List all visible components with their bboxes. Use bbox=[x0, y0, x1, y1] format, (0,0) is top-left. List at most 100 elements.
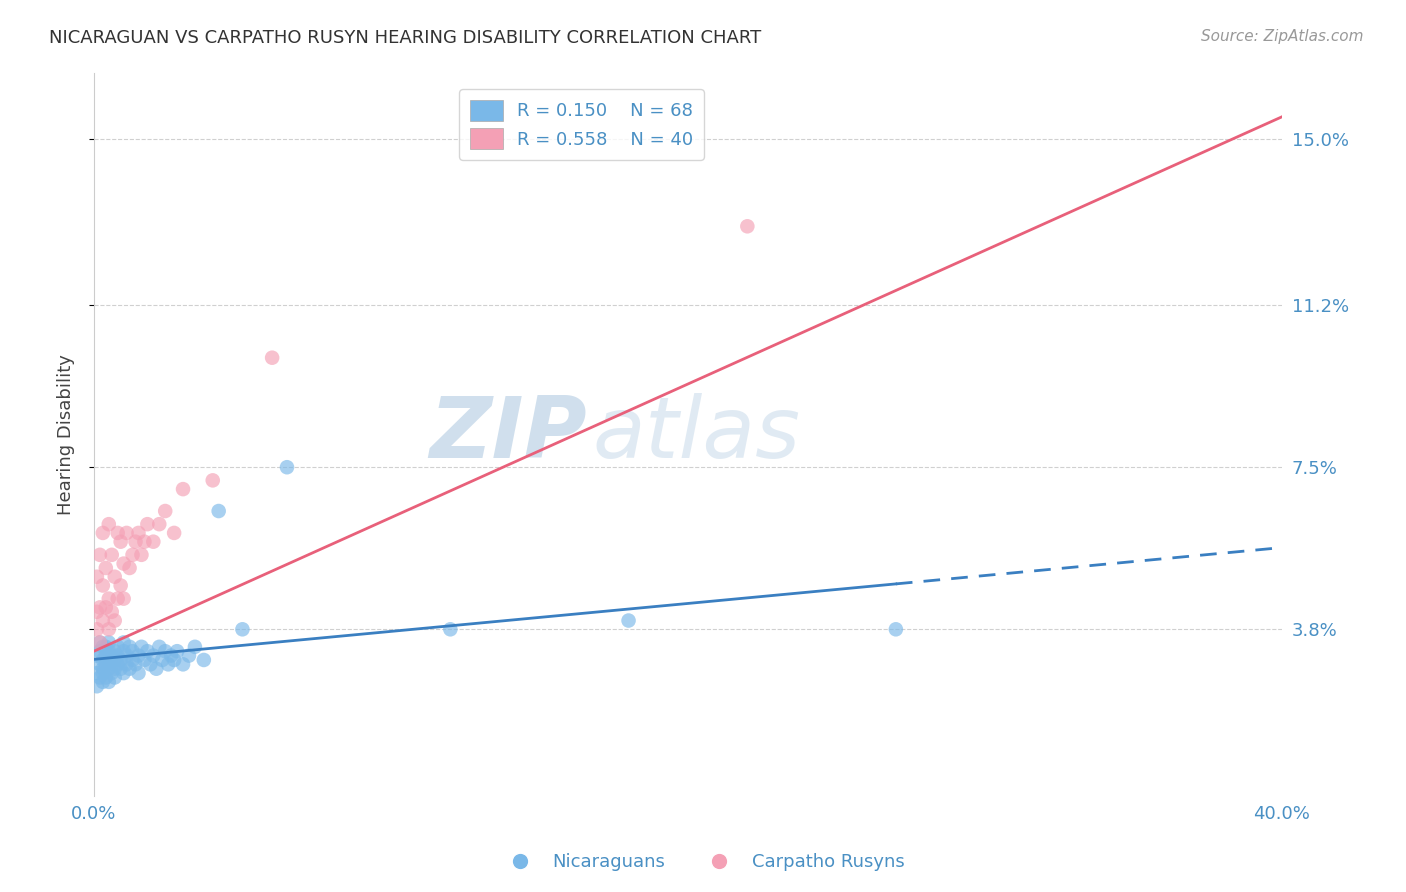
Point bbox=[97, 591, 120, 606]
Text: ZIP: ZIP bbox=[429, 392, 586, 475]
Text: NICARAGUAN VS CARPATHO RUSYN HEARING DISABILITY CORRELATION CHART: NICARAGUAN VS CARPATHO RUSYN HEARING DIS… bbox=[49, 29, 762, 46]
Point bbox=[104, 614, 127, 628]
Point bbox=[127, 525, 149, 540]
Point bbox=[148, 640, 170, 654]
Point bbox=[112, 666, 135, 681]
Point bbox=[136, 517, 159, 532]
Point bbox=[160, 648, 183, 663]
Point bbox=[104, 671, 127, 685]
Point bbox=[617, 614, 640, 628]
Point bbox=[201, 474, 224, 488]
Point bbox=[107, 591, 129, 606]
Point bbox=[145, 662, 167, 676]
Point bbox=[89, 644, 111, 658]
Legend: Nicaraguans, Carpatho Rusyns: Nicaraguans, Carpatho Rusyns bbox=[495, 847, 911, 879]
Point bbox=[115, 525, 138, 540]
Point bbox=[150, 653, 173, 667]
Point bbox=[86, 570, 108, 584]
Point bbox=[112, 644, 135, 658]
Point bbox=[97, 635, 120, 649]
Point bbox=[107, 640, 129, 654]
Point bbox=[115, 648, 138, 663]
Point bbox=[163, 653, 186, 667]
Point bbox=[115, 657, 138, 672]
Point bbox=[94, 671, 117, 685]
Point bbox=[231, 622, 253, 636]
Point bbox=[737, 219, 759, 234]
Point bbox=[148, 517, 170, 532]
Point bbox=[97, 622, 120, 636]
Point bbox=[142, 534, 165, 549]
Point bbox=[139, 657, 162, 672]
Point bbox=[91, 662, 114, 676]
Point bbox=[94, 561, 117, 575]
Point bbox=[112, 557, 135, 571]
Point bbox=[107, 525, 129, 540]
Point bbox=[163, 525, 186, 540]
Point bbox=[86, 648, 108, 663]
Point bbox=[97, 653, 120, 667]
Point bbox=[127, 666, 149, 681]
Point bbox=[124, 657, 146, 672]
Point bbox=[177, 648, 200, 663]
Point bbox=[208, 504, 231, 518]
Point bbox=[89, 600, 111, 615]
Point bbox=[110, 534, 132, 549]
Point bbox=[127, 648, 149, 663]
Y-axis label: Hearing Disability: Hearing Disability bbox=[58, 354, 75, 515]
Point bbox=[121, 644, 143, 658]
Point bbox=[166, 644, 188, 658]
Point bbox=[94, 657, 117, 672]
Point bbox=[104, 570, 127, 584]
Point bbox=[118, 561, 141, 575]
Point bbox=[155, 644, 177, 658]
Point bbox=[110, 662, 132, 676]
Point bbox=[107, 657, 129, 672]
Point bbox=[86, 622, 108, 636]
Point bbox=[134, 534, 156, 549]
Point bbox=[136, 644, 159, 658]
Point bbox=[104, 644, 127, 658]
Point bbox=[884, 622, 907, 636]
Point bbox=[131, 548, 153, 562]
Point bbox=[157, 657, 180, 672]
Point bbox=[89, 548, 111, 562]
Point bbox=[142, 648, 165, 663]
Point bbox=[193, 653, 215, 667]
Point bbox=[110, 578, 132, 592]
Point bbox=[94, 600, 117, 615]
Point bbox=[134, 653, 156, 667]
Point bbox=[155, 504, 177, 518]
Point bbox=[86, 605, 108, 619]
Point bbox=[100, 548, 122, 562]
Point bbox=[184, 640, 207, 654]
Legend: R = 0.150    N = 68, R = 0.558    N = 40: R = 0.150 N = 68, R = 0.558 N = 40 bbox=[460, 89, 704, 160]
Point bbox=[91, 653, 114, 667]
Point bbox=[110, 653, 132, 667]
Point bbox=[276, 460, 298, 475]
Point bbox=[121, 653, 143, 667]
Point bbox=[91, 674, 114, 689]
Point bbox=[97, 517, 120, 532]
Point bbox=[91, 525, 114, 540]
Point bbox=[94, 648, 117, 663]
Point bbox=[107, 648, 129, 663]
Point bbox=[89, 635, 111, 649]
Text: Source: ZipAtlas.com: Source: ZipAtlas.com bbox=[1201, 29, 1364, 44]
Point bbox=[94, 640, 117, 654]
Point bbox=[118, 662, 141, 676]
Text: atlas: atlas bbox=[593, 392, 801, 475]
Point bbox=[97, 674, 120, 689]
Point bbox=[89, 635, 111, 649]
Point bbox=[172, 657, 194, 672]
Point bbox=[91, 578, 114, 592]
Point bbox=[89, 671, 111, 685]
Point bbox=[172, 482, 194, 496]
Point bbox=[86, 666, 108, 681]
Point bbox=[104, 653, 127, 667]
Point bbox=[100, 605, 122, 619]
Point bbox=[91, 666, 114, 681]
Point bbox=[104, 662, 127, 676]
Point bbox=[112, 591, 135, 606]
Point bbox=[100, 666, 122, 681]
